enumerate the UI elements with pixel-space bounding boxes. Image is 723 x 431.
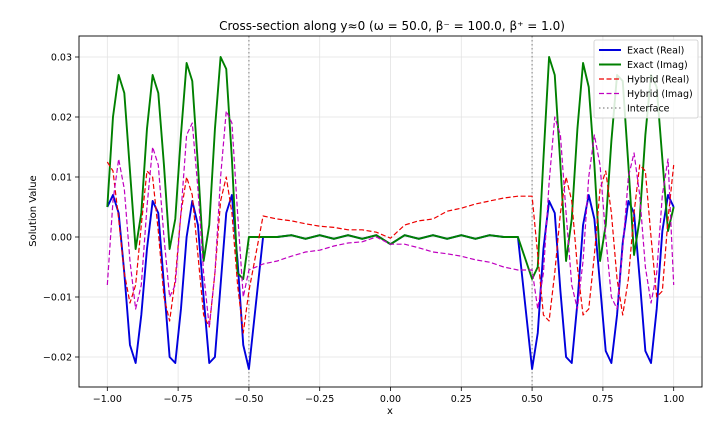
legend-label: Hybrid (Imag) (627, 89, 693, 100)
y-tick-label: 0.01 (51, 173, 72, 184)
legend-label: Exact (Real) (627, 46, 684, 57)
series-lines (106, 56, 675, 370)
y-tick-label: −0.01 (43, 293, 72, 304)
x-tick-label: 0.50 (522, 394, 543, 405)
chart-title: Cross-section along y≈0 (ω = 50.0, β⁻ = … (219, 19, 565, 33)
x-tick-label: −0.25 (305, 394, 334, 405)
series-line-hybrid-imag (106, 110, 675, 328)
y-tick-label: 0.00 (51, 233, 72, 244)
y-tick-label: −0.02 (43, 353, 72, 364)
series-line-hybrid-real (106, 161, 675, 334)
legend-label: Exact (Imag) (627, 60, 688, 71)
legend-box (593, 39, 699, 119)
legend: Exact (Real) Exact (Imag) Hybrid (Real) Hyb… (593, 39, 699, 119)
legend-label: Interface (627, 104, 670, 115)
y-axis-label: Solution Value (28, 175, 39, 246)
x-tick-label: 0.00 (380, 394, 401, 405)
interface-lines (248, 36, 533, 387)
y-axis-ticks: −0.02 −0.01 0.00 0.01 0.02 0.03 (43, 53, 79, 364)
x-axis-ticks: −1.00 −0.75 −0.50 −0.25 0.00 0.25 0.50 0.75 1.00 (93, 387, 684, 405)
y-tick-label: 0.03 (51, 53, 72, 64)
x-tick-label: −0.75 (164, 394, 193, 405)
x-tick-label: 0.25 (451, 394, 472, 405)
x-tick-label: 0.75 (592, 394, 613, 405)
x-tick-label: −0.50 (234, 394, 263, 405)
legend-label: Hybrid (Real) (627, 75, 689, 86)
y-tick-label: 0.02 (51, 113, 72, 124)
x-tick-label: 1.00 (663, 394, 684, 405)
x-tick-label: −1.00 (93, 394, 122, 405)
x-axis-label: x (387, 406, 393, 417)
